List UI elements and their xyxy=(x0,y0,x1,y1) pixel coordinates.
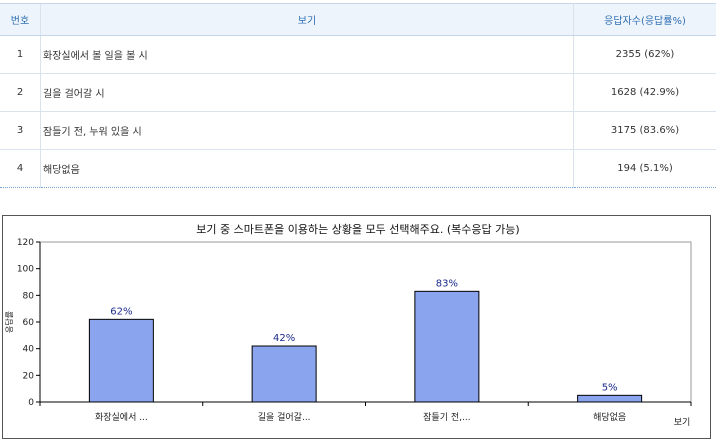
y-axis-label: 응답률 xyxy=(4,311,14,333)
row-number: 2 xyxy=(0,73,41,112)
table-row: 2 길을 걸어갈 시 1628 (42.9%) xyxy=(0,73,716,112)
row-result: 1628 (42.9%) xyxy=(573,73,716,112)
bar-value-label: 42% xyxy=(273,333,295,344)
y-tick-label: 120 xyxy=(17,238,34,248)
bar-value-label: 5% xyxy=(602,382,618,393)
y-tick-label: 0 xyxy=(28,398,34,408)
bar-chart: 보기 중 스마트폰을 이용하는 상황을 모두 선택해주요. (복수응답 가능) 0… xyxy=(2,215,711,439)
y-tick-label: 40 xyxy=(23,345,35,355)
bar-value-label: 62% xyxy=(110,306,132,317)
bar-chart-svg: 보기 중 스마트폰을 이용하는 상황을 모두 선택해주요. (복수응답 가능) 0… xyxy=(4,222,692,428)
x-category-label: 길을 걸어갈... xyxy=(258,412,311,423)
row-result: 194 (5.1%) xyxy=(573,149,716,188)
bar xyxy=(577,394,643,403)
x-category-label: 잠들기 전,... xyxy=(423,412,470,423)
y-tick-label: 100 xyxy=(17,265,34,275)
x-axis-label: 보기 xyxy=(674,417,691,428)
bar-value-label: 83% xyxy=(436,278,458,289)
row-result: 2355 (62%) xyxy=(573,35,716,74)
row-question: 잠들기 전, 누워 있을 시 xyxy=(40,111,574,150)
response-table: 번호 보기 응답자수(응답률%) 1 화장실에서 볼 일을 볼 시 2355 (… xyxy=(0,3,716,188)
x-category-label: 해당없음 xyxy=(593,412,626,423)
row-question: 화장실에서 볼 일을 볼 시 xyxy=(40,35,574,74)
bar xyxy=(88,318,154,403)
bar xyxy=(414,290,480,403)
header-question: 보기 xyxy=(40,3,574,36)
row-number: 4 xyxy=(0,149,41,188)
row-question: 길을 걸어갈 시 xyxy=(40,73,574,112)
y-tick-label: 80 xyxy=(23,291,35,301)
header-result: 응답자수(응답률%) xyxy=(573,3,716,36)
bar xyxy=(251,345,317,403)
table-row: 1 화장실에서 볼 일을 볼 시 2355 (62%) xyxy=(0,35,716,74)
table-row: 3 잠들기 전, 누워 있을 시 3175 (83.6%) xyxy=(0,111,716,150)
y-tick-label: 20 xyxy=(23,371,35,381)
table-header-row: 번호 보기 응답자수(응답률%) xyxy=(0,3,716,36)
row-number: 1 xyxy=(0,35,41,74)
row-number: 3 xyxy=(0,111,41,150)
chart-title: 보기 중 스마트폰을 이용하는 상황을 모두 선택해주요. (복수응답 가능) xyxy=(196,222,519,236)
table-row: 4 해당없음 194 (5.1%) xyxy=(0,149,716,188)
y-tick-label: 60 xyxy=(23,318,35,328)
row-question: 해당없음 xyxy=(40,149,574,188)
header-no: 번호 xyxy=(0,3,41,36)
x-category-label: 화장실에서 ... xyxy=(95,412,148,423)
row-result: 3175 (83.6%) xyxy=(573,111,716,150)
